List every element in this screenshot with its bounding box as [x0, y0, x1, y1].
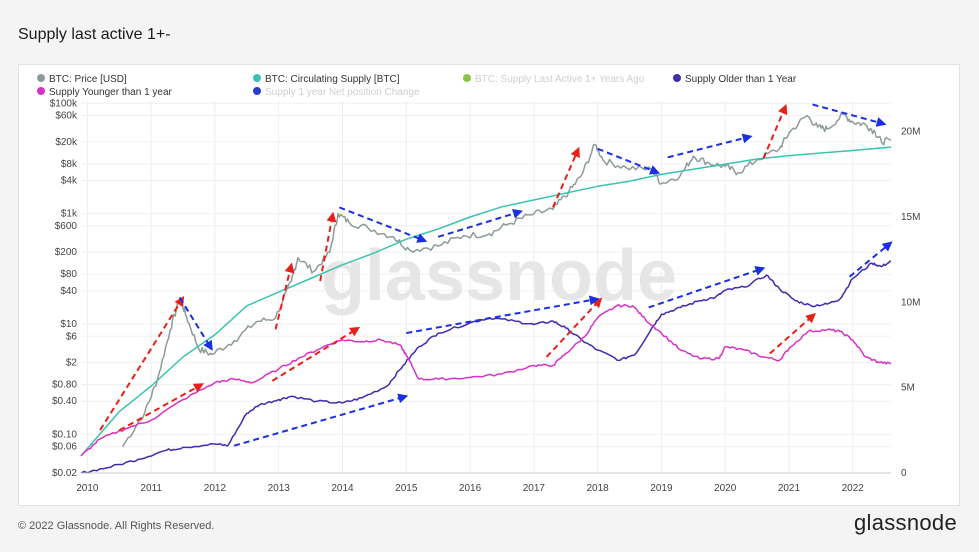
page-title: Supply last active 1+-: [18, 26, 171, 43]
grid: [81, 101, 891, 474]
y-left-tick-label: $0.10: [52, 429, 77, 440]
x-tick-label: 2021: [778, 483, 801, 494]
y-left-tick-label: $80: [60, 269, 77, 280]
x-tick-label: 2010: [76, 483, 99, 494]
y-left-tick-label: $200: [55, 247, 78, 258]
y-right-tick-label: 10M: [901, 297, 920, 308]
y-right-tick-label: 20M: [901, 127, 920, 138]
red-trend-arrow: [769, 312, 816, 355]
legend: BTC: Price [USD] BTC: Circulating Supply …: [37, 74, 797, 98]
y-left-tick-label: $60k: [55, 111, 78, 122]
y-right-tick-label: 0: [901, 468, 907, 479]
y-left-tick-label: $10: [60, 319, 77, 330]
x-tick-label: 2015: [395, 483, 418, 494]
blue-trend-arrow: [437, 208, 523, 238]
axes: 2010 2011 2012 2013 2014 2015 2016 2017 2018 2019…: [50, 98, 921, 494]
red-trend-arrow: [99, 296, 185, 431]
red-trend-arrow: [552, 146, 580, 208]
y-left-tick-label: $8k: [61, 159, 78, 170]
y-left-tick-label: $1k: [61, 209, 78, 220]
y-left-tick-label: $2: [66, 358, 78, 369]
legend-marker: [37, 74, 45, 82]
series-layer: [80, 112, 892, 474]
blue-trend-arrow: [179, 297, 213, 351]
x-tick-label: 2020: [714, 483, 737, 494]
y-left-tick-label: $600: [55, 221, 78, 232]
x-tick-label: 2022: [842, 483, 865, 494]
y-left-tick-label: $0.80: [52, 380, 77, 391]
x-tick-label: 2016: [459, 483, 482, 494]
y-left-tick-label: $0.06: [52, 442, 77, 453]
x-tick-label: 2018: [586, 483, 609, 494]
series-line-supply-older-than-1-year: [80, 260, 892, 474]
x-tick-label: 2013: [268, 483, 291, 494]
copyright-text: © 2022 Glassnode. All Rights Reserved.: [18, 520, 215, 532]
blue-trend-arrow: [406, 295, 600, 335]
y-left-tick-label: $20k: [55, 137, 78, 148]
y-left-tick-label: $6: [66, 331, 78, 342]
watermark: glassnode: [321, 236, 677, 316]
chart-panel: glassnode 2010 2011 2012 2013 2014 2015 2016 20…: [18, 64, 960, 506]
legend-label: Supply 1 year Net position Change: [265, 87, 420, 98]
blue-trend-arrow: [597, 147, 661, 175]
red-trend-arrow: [545, 297, 603, 358]
blue-trend-arrow: [338, 206, 428, 243]
x-tick-label: 2019: [650, 483, 673, 494]
blue-trend-arrow: [233, 393, 409, 447]
series-line-btc-price-usd: [121, 112, 892, 448]
legend-marker: [463, 74, 471, 82]
x-tick-label: 2014: [331, 483, 354, 494]
legend-label: BTC: Circulating Supply [BTC]: [265, 74, 400, 85]
blue-trend-arrow: [812, 103, 887, 127]
brand-logo: glassnode: [854, 510, 957, 535]
y-right-tick-label: 5M: [901, 383, 915, 394]
red-trend-arrow: [118, 383, 204, 432]
series-line-btc-circulating-supply-btc: [80, 146, 892, 457]
red-trend-arrow: [271, 326, 361, 382]
legend-marker: [673, 74, 681, 82]
legend-label: Supply Older than 1 Year: [685, 74, 797, 85]
y-left-tick-label: $0.02: [52, 468, 77, 479]
y-left-tick-label: $100k: [50, 98, 78, 109]
blue-trend-arrow: [648, 266, 766, 309]
blue-trend-arrow: [667, 133, 753, 159]
y-left-tick-label: $0.40: [52, 396, 77, 407]
x-tick-label: 2011: [140, 483, 162, 494]
legend-marker: [37, 87, 45, 95]
legend-label: Supply Younger than 1 year: [49, 87, 173, 98]
legend-label: BTC: Supply Last Active 1+ Years Ago: [475, 74, 645, 85]
series-line-supply-younger-than-1-year: [80, 303, 892, 457]
y-right-tick-label: 15M: [901, 212, 920, 223]
chart-svg: glassnode 2010 2011 2012 2013 2014 2015 2016 20…: [37, 74, 921, 494]
x-tick-label: 2012: [204, 483, 227, 494]
annotation-layer: [99, 103, 893, 447]
y-left-tick-label: $40: [60, 286, 77, 297]
blue-trend-arrow: [848, 241, 893, 278]
red-trend-arrow: [274, 262, 295, 330]
y-left-tick-label: $4k: [61, 175, 78, 186]
legend-marker: [253, 87, 261, 95]
red-trend-arrow: [319, 211, 337, 282]
legend-marker: [253, 74, 261, 82]
x-tick-label: 2017: [523, 483, 546, 494]
legend-label: BTC: Price [USD]: [49, 74, 127, 85]
